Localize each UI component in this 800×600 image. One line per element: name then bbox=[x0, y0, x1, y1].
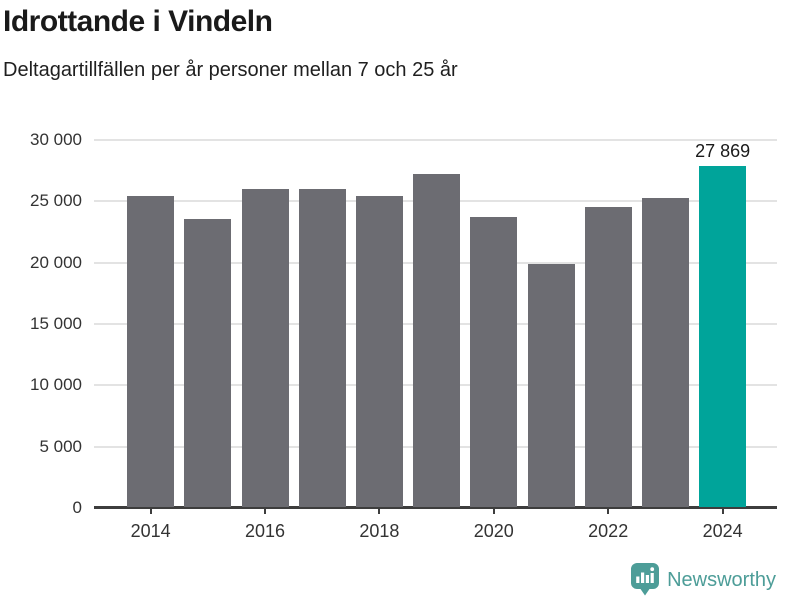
x-axis-tick bbox=[721, 509, 724, 514]
chart-title: Idrottande i Vindeln bbox=[3, 5, 273, 38]
x-axis-tick bbox=[492, 509, 495, 514]
bar-chart-plot-area: 0 5 000 10 000 15 000 20 000 25 000 30 000 2014… bbox=[30, 130, 777, 541]
bar-2024 bbox=[699, 166, 747, 507]
x-axis-tick bbox=[378, 509, 381, 514]
bar-2015 bbox=[184, 218, 232, 507]
y-axis-tick-label: 25 000 bbox=[30, 191, 82, 211]
bar-2022 bbox=[584, 207, 632, 507]
x-axis-tick-label: 2016 bbox=[244, 521, 286, 541]
x-axis-tick-label: 2022 bbox=[588, 521, 629, 541]
y-axis-tick-label: 5 000 bbox=[39, 436, 82, 456]
y-axis-tick-label: 30 000 bbox=[30, 130, 82, 149]
y-axis-tick-label: 20 000 bbox=[30, 252, 82, 272]
bar-2023 bbox=[641, 197, 689, 507]
bar-chart-speech-bubble-icon bbox=[631, 563, 660, 596]
bar-2018 bbox=[355, 196, 403, 507]
gridline bbox=[94, 139, 777, 141]
brand-footer[interactable]: Newsworthy bbox=[631, 563, 776, 596]
bar-2014 bbox=[127, 196, 175, 507]
y-axis-tick-label: 0 bbox=[72, 498, 82, 517]
bar-2020 bbox=[470, 217, 518, 507]
bar-2016 bbox=[241, 189, 289, 507]
chart-subtitle: Deltagartillfällen per år personer mella… bbox=[3, 59, 458, 81]
brand-name: Newsworthy bbox=[667, 568, 776, 591]
x-axis-tick bbox=[264, 509, 266, 514]
x-axis-line bbox=[94, 506, 777, 509]
x-axis-tick-label: 2014 bbox=[130, 521, 171, 541]
bar-2017 bbox=[298, 189, 346, 507]
x-axis-tick-label: 2018 bbox=[359, 521, 400, 541]
x-axis-tick bbox=[149, 509, 152, 514]
x-axis-tick bbox=[607, 509, 610, 514]
x-axis-tick-label: 2024 bbox=[702, 521, 743, 541]
x-axis-tick-label: 2020 bbox=[473, 521, 514, 541]
bar-2021 bbox=[527, 263, 575, 507]
y-axis-tick-label: 15 000 bbox=[30, 314, 82, 333]
y-axis-tick-label: 10 000 bbox=[30, 375, 82, 395]
bar-2019 bbox=[413, 174, 461, 507]
bar-value-label: 27 869 bbox=[695, 141, 751, 162]
